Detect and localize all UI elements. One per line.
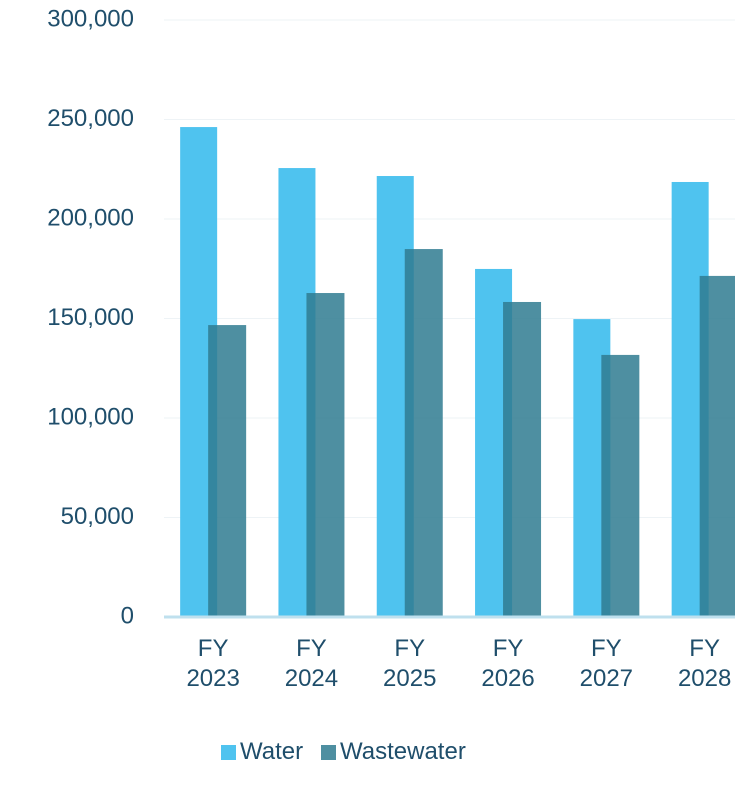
legend-label: Wastewater bbox=[340, 738, 466, 765]
x-tick-label: FY 2026 bbox=[481, 635, 535, 692]
bar bbox=[503, 301, 542, 617]
y-tick-label: 200,000 bbox=[47, 204, 134, 231]
y-tick-label: 150,000 bbox=[47, 304, 134, 331]
y-tick-label: 300,000 bbox=[47, 5, 134, 32]
y-tick-label: 0 bbox=[121, 602, 134, 629]
legend-swatch bbox=[321, 744, 336, 760]
y-tick-label: 250,000 bbox=[47, 105, 134, 132]
x-tick-label: FY 2027 bbox=[579, 635, 634, 692]
bar bbox=[404, 249, 443, 617]
bar bbox=[601, 354, 640, 617]
bar bbox=[699, 275, 735, 617]
legend-item: Water bbox=[221, 738, 303, 766]
legend-swatch bbox=[221, 744, 236, 760]
y-tick-label: 50,000 bbox=[61, 503, 134, 530]
y-tick-label: 100,000 bbox=[47, 403, 134, 430]
x-tick-label: FY 2028 bbox=[677, 635, 732, 692]
x-tick-label: FY 2024 bbox=[284, 635, 339, 692]
x-tick-label: FY 2025 bbox=[383, 635, 437, 692]
legend-label: Water bbox=[240, 738, 304, 765]
bar bbox=[208, 325, 247, 617]
legend-item: Wastewater bbox=[321, 738, 466, 766]
bar bbox=[306, 293, 345, 617]
x-tick-label: FY 2023 bbox=[186, 635, 240, 692]
